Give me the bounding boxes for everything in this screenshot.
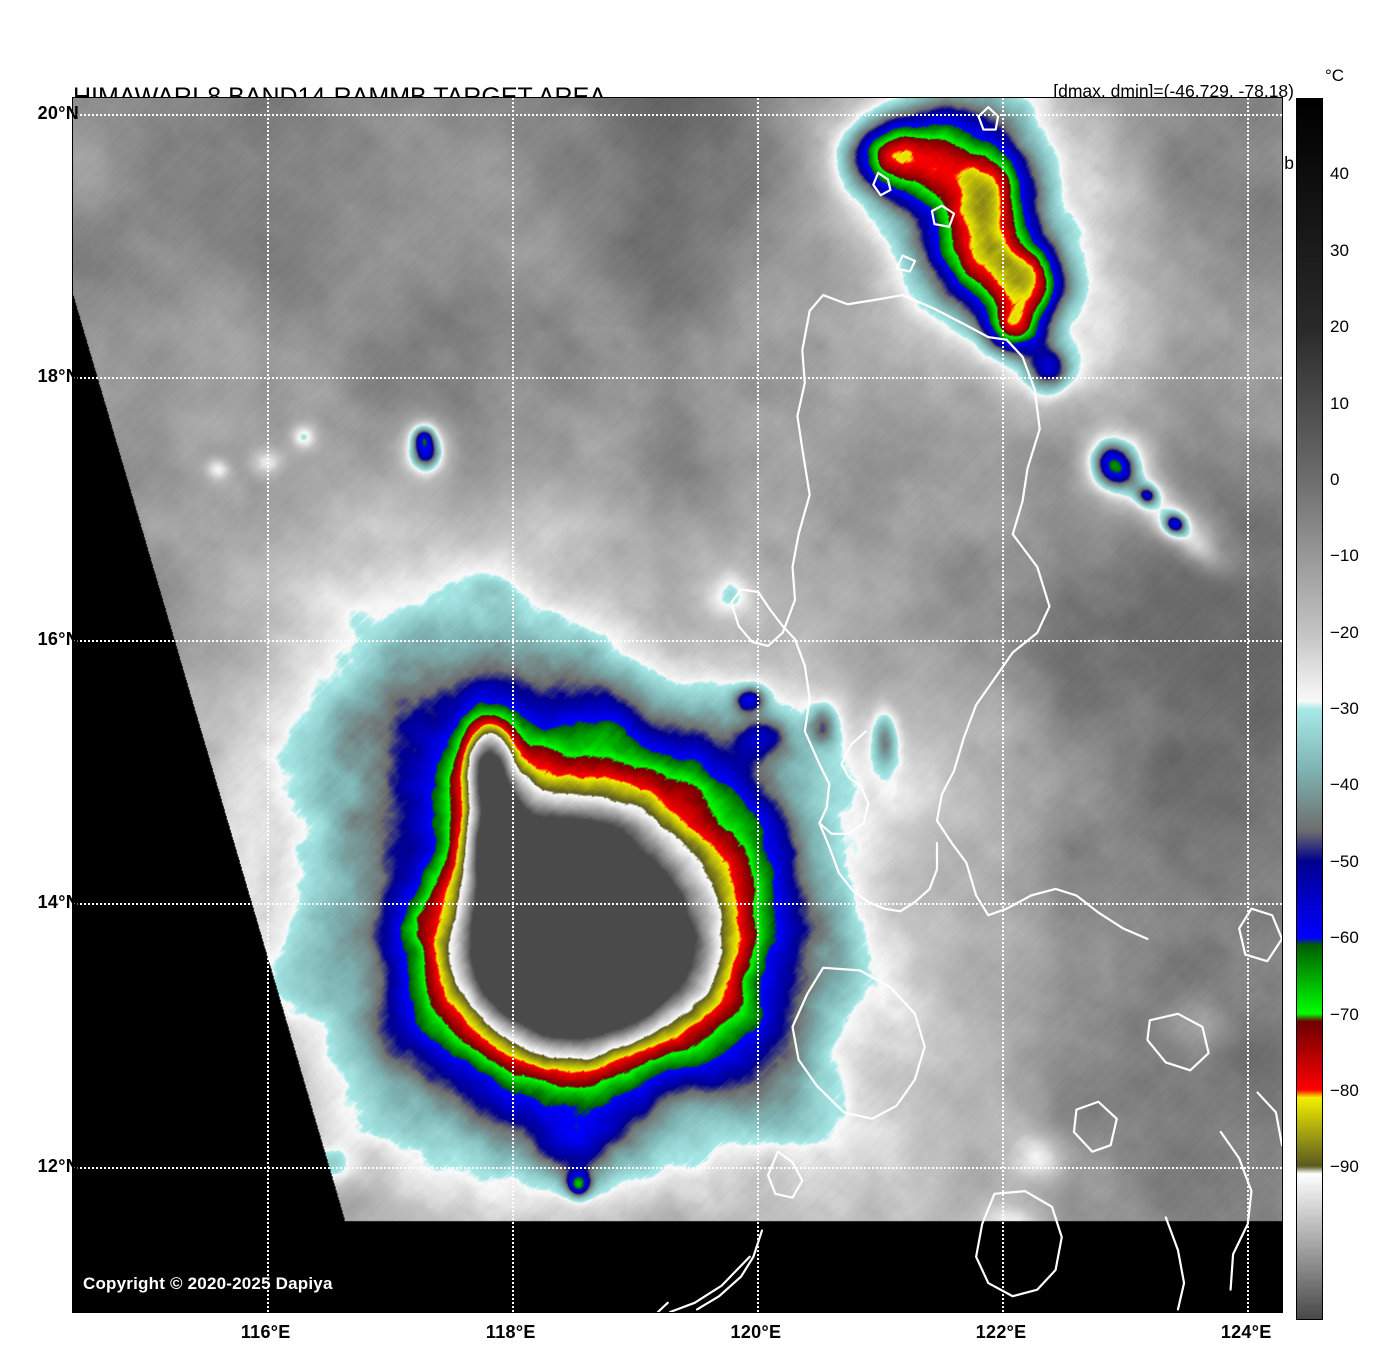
colorbar-tick-minus40: −40 [1330,775,1359,795]
coastline-path [656,1301,669,1312]
colorbar-tick-minus80: −80 [1330,1080,1359,1100]
colorbar-tick-minus90: −90 [1330,1157,1359,1177]
colorbar-tick-20: 20 [1330,317,1349,337]
coastline-path [818,822,939,913]
colorbar-tick-minus60: −60 [1330,928,1359,948]
ir-satellite-imagery [73,98,1282,1312]
coastline-path [669,1255,751,1312]
coastline-path [872,171,892,197]
colorbar-tick-minus10: −10 [1330,546,1359,566]
colorbar-tick-30: 30 [1330,240,1349,260]
colorbar-unit-label: °C [1325,66,1345,85]
lon-tick-label-122: 122°E [975,1322,1027,1342]
coastline-path [695,1229,764,1311]
lon-tick-label-120: 120°E [730,1322,782,1342]
lon-tick-label-118: 118°E [485,1322,536,1342]
dmax-dmin-text: [dmax, dmin]=(-46.729, -78.18) [1053,81,1294,101]
colorbar[interactable] [1296,98,1323,1320]
coastline-path [1256,1091,1282,1147]
coastline-overlay [656,106,1282,1312]
satellite-plot-area[interactable]: Copyright © 2020-2025 Dapiya [72,97,1283,1313]
lat-tick-label-18: 18°N [37,366,79,386]
coastline-path [822,293,1149,941]
lon-tick-label-124: 124°E [1220,1322,1272,1342]
lat-tick-label-20: 20°N [37,102,79,123]
colorbar-tick-minus50: −50 [1330,851,1359,871]
colorbar-tick-10: 10 [1330,393,1349,413]
coastline-path [895,254,917,273]
coastline-path [1146,1012,1210,1072]
coastline-path [930,204,956,228]
colorbar-tick-40: 40 [1330,164,1349,184]
coastline-path [791,966,926,1120]
coastline-path [1219,1130,1253,1291]
lon-tick-label-116: 116°E [240,1322,291,1342]
colorbar-tick-0: 0 [1330,469,1340,489]
coastline-path [975,1190,1063,1298]
colorbar-tick-minus20: −20 [1330,622,1359,642]
lat-tick-label-16: 16°N [37,629,79,650]
coastline-path [977,106,1000,131]
coastline-path [766,1150,804,1199]
lat-tick-label-12: 12°N [37,1155,79,1176]
coastline-path [1238,907,1282,963]
coastline-path [1072,1100,1118,1153]
colorbar-tick-minus70: −70 [1330,1004,1359,1024]
coastline-path [730,293,870,835]
lat-tick-label-14: 14°N [37,892,79,913]
colorbar-gradient [1297,99,1322,1319]
colorbar-tick-minus30: −30 [1330,699,1359,718]
copyright-notice: Copyright © 2020-2025 Dapiya [83,1274,333,1293]
coastline-path [1164,1216,1186,1311]
